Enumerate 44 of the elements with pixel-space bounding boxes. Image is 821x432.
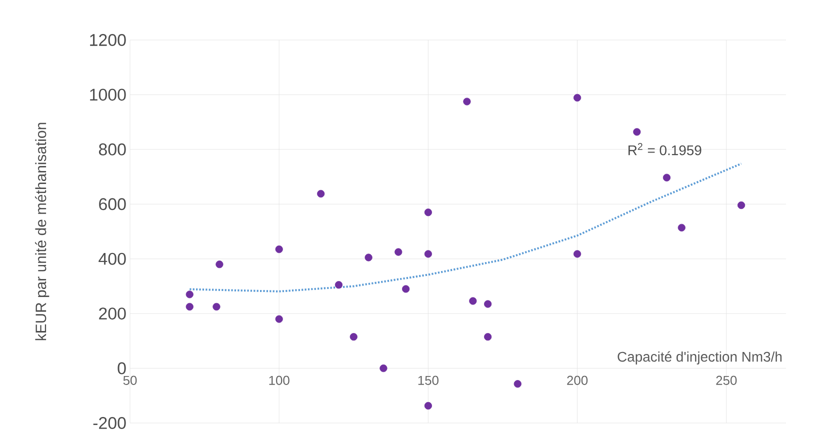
y-tick-label: 200	[99, 308, 126, 320]
point	[463, 98, 471, 106]
x-tick-label: 200	[567, 376, 588, 385]
y-axis-title: kEUR par unité de méthanisation	[35, 122, 50, 340]
point	[469, 297, 477, 305]
y-tick-label: 800	[98, 143, 126, 156]
x-tick-label: 100	[269, 376, 290, 385]
point	[424, 402, 432, 410]
x-tick-label: 250	[716, 376, 737, 385]
point	[216, 260, 224, 268]
point	[186, 302, 194, 311]
y-tick-label: -200	[93, 417, 126, 429]
y-tick-label: 0	[118, 362, 126, 374]
point	[573, 94, 582, 102]
point	[212, 302, 220, 311]
point	[275, 315, 283, 323]
point	[484, 333, 492, 341]
line-series	[188, 162, 742, 292]
point	[380, 364, 388, 372]
point	[186, 290, 194, 298]
point	[317, 190, 325, 198]
y-tick-label: 1000	[90, 88, 126, 101]
point	[364, 254, 372, 262]
point	[350, 333, 358, 341]
point	[394, 248, 402, 256]
point	[514, 380, 522, 388]
y-tick-label: 400	[98, 252, 126, 265]
point	[275, 245, 283, 254]
annotation: R$^{2}$ = 0.1959	[628, 143, 702, 156]
x-tick-label: 50	[123, 376, 137, 385]
point	[334, 281, 343, 289]
point	[737, 201, 746, 210]
point	[662, 174, 671, 182]
point	[424, 250, 432, 258]
point	[573, 250, 582, 258]
x-axis-title: Capacité d'injection Nm3/h	[618, 351, 782, 364]
point	[484, 300, 492, 308]
y-tick-label: 1200	[90, 34, 126, 46]
y-tick-label: 600	[99, 198, 126, 210]
point	[402, 285, 410, 293]
point	[678, 224, 686, 232]
x-tick-label: 150	[418, 376, 438, 385]
point	[633, 128, 641, 136]
point	[424, 208, 432, 216]
